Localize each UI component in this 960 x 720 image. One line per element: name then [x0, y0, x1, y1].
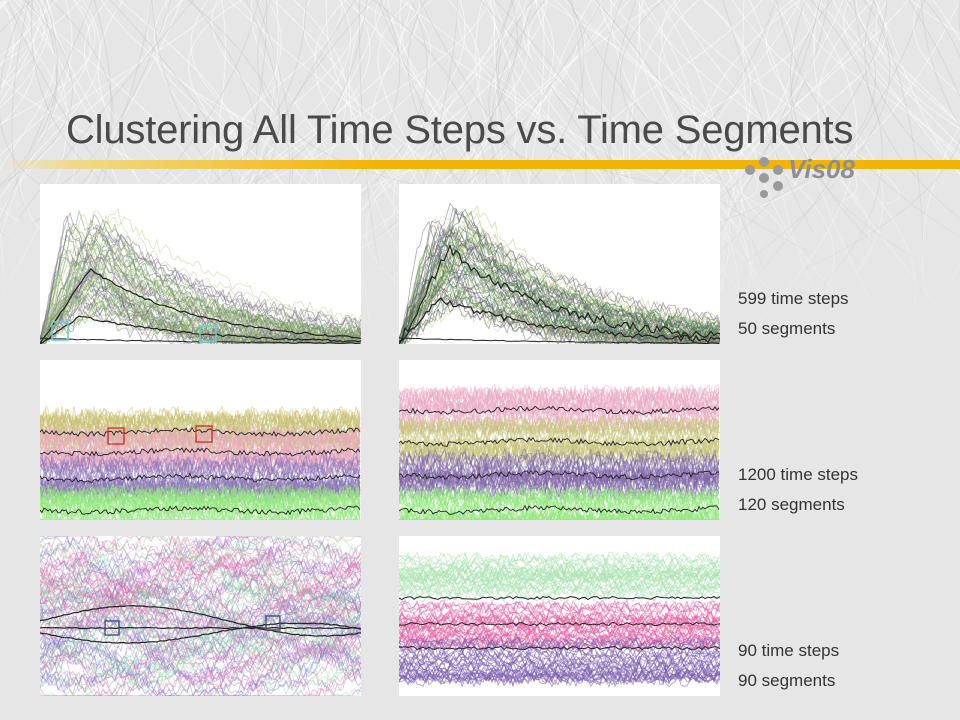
vis08-logo: Vis08 — [745, 154, 856, 198]
plot-segments-50 — [399, 184, 720, 344]
svg-text:Vis08: Vis08 — [788, 154, 856, 184]
row3-caption: 90 time steps 90 segments — [738, 636, 839, 696]
accent-bar — [0, 160, 960, 169]
row1-time-steps: 599 time steps — [738, 289, 849, 308]
row3-segments: 90 segments — [738, 671, 836, 690]
plot-timesteps-599 — [40, 184, 361, 344]
row2-time-steps: 1200 time steps — [738, 465, 859, 484]
slide-title: Clustering All Time Steps vs. Time Segme… — [66, 108, 854, 152]
plot-timesteps-90 — [40, 536, 361, 696]
row2-caption: 1200 time steps 120 segments — [738, 460, 858, 520]
plot-segments-90 — [399, 536, 720, 696]
row1-segments: 50 segments — [738, 319, 836, 338]
plot-timesteps-1200 — [40, 360, 361, 520]
row1-caption: 599 time steps 50 segments — [738, 284, 849, 344]
plot-segments-120 — [399, 360, 720, 520]
row3-time-steps: 90 time steps — [738, 641, 840, 660]
row2-segments: 120 segments — [738, 495, 845, 514]
